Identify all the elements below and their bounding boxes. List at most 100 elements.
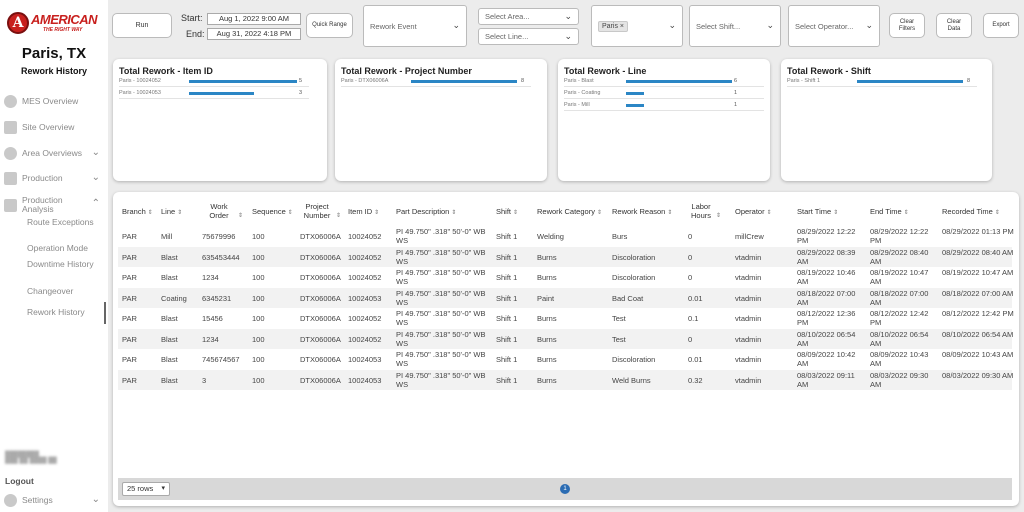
table-cell: Burns <box>537 252 557 262</box>
sort-icon[interactable]: ⇕ <box>667 210 673 216</box>
export-button[interactable]: Export <box>983 13 1019 38</box>
sort-icon[interactable]: ⇕ <box>716 212 722 219</box>
rework-event-select[interactable]: Rework Event ⌄ <box>363 5 467 47</box>
sort-icon[interactable]: ⇕ <box>336 212 342 219</box>
column-header[interactable]: Rework Category ⇕ <box>537 207 609 218</box>
column-header[interactable]: Work Order ⇕ <box>202 202 250 221</box>
column-header[interactable]: Labor Hours ⇕ <box>688 202 728 221</box>
table-cell: Shift 1 <box>496 293 518 303</box>
nav-site-overview[interactable]: Site Overview <box>4 119 106 135</box>
site-select[interactable]: Paris × ⌄ <box>591 5 683 47</box>
sort-icon[interactable]: ⇕ <box>147 210 153 216</box>
sort-icon[interactable]: ⇕ <box>833 210 839 216</box>
nav-production[interactable]: Production ⌄ <box>4 170 106 186</box>
table-cell: Blast <box>161 314 178 323</box>
table-cell: 100 <box>252 355 265 364</box>
table-row[interactable]: PAR Blast 635453444 100 DTX06006A 10024052 PI … <box>118 246 1013 267</box>
column-header[interactable]: Sequence ⇕ <box>252 207 296 218</box>
sort-icon[interactable]: ⇕ <box>451 210 457 216</box>
sort-icon[interactable]: ⇕ <box>994 210 1000 216</box>
nav-settings[interactable]: Settings ⌄ <box>4 492 106 508</box>
table-cell: Shift 1 <box>496 232 518 241</box>
table-row[interactable]: PAR Blast 3 100 DTX06006A 10024053 PI 49.750" … <box>118 369 1013 390</box>
start-datetime-field[interactable]: Aug 1, 2022 9:00 AM <box>207 13 301 25</box>
card-title: Total Rework - Line <box>564 66 647 76</box>
column-header[interactable]: Recorded Time ⇕ <box>942 207 1016 218</box>
nav-label: Area Overviews <box>22 148 82 158</box>
nav-production-analysis[interactable]: Production Analysis ⌃ <box>4 196 106 214</box>
column-header[interactable]: Operator ⇕ <box>735 207 793 218</box>
table-row[interactable]: PAR Coating 6345231 100 DTX06006A 10024053 PI … <box>118 287 1013 308</box>
table-cell: 15456 <box>202 314 223 323</box>
site-chip[interactable]: Paris × <box>598 20 628 32</box>
nav-downtime-history[interactable]: Downtime History <box>27 259 94 269</box>
sort-icon[interactable]: ⇕ <box>238 212 244 219</box>
sort-icon[interactable]: ⇕ <box>596 210 602 216</box>
operator-select[interactable]: Select Operator... ⌄ <box>788 5 880 47</box>
column-header[interactable]: Part Description ⇕ <box>396 207 492 218</box>
nav-route-exceptions[interactable]: Route Exceptions <box>27 217 94 227</box>
sort-icon[interactable]: ⇕ <box>766 210 772 216</box>
table-cell: 1234 <box>202 273 219 282</box>
clear-data-button[interactable]: Clear Data <box>936 13 972 38</box>
nav-operation-mode[interactable]: Operation Mode <box>27 243 88 253</box>
table-cell: PAR <box>122 314 137 323</box>
nav-area-overviews[interactable]: Area Overviews ⌄ <box>4 145 106 161</box>
table-cell: Shift 1 <box>496 273 518 282</box>
table-row[interactable]: PAR Blast 1234 100 DTX06006A 10024052 PI 49.75… <box>118 267 1013 287</box>
nav-label: Production <box>22 173 63 183</box>
chevron-up-icon: ⌃ <box>91 198 100 209</box>
column-header[interactable]: Item ID ⇕ <box>348 207 392 218</box>
sort-icon[interactable]: ⇕ <box>374 210 380 216</box>
table-cell: Burs <box>612 232 628 241</box>
table-cell: 100 <box>252 375 265 385</box>
clear-filters-button[interactable]: Clear Filters <box>889 13 925 38</box>
table-cell: PAR <box>122 334 137 344</box>
column-header[interactable]: Project Number ⇕ <box>300 202 344 221</box>
nav-rework-history[interactable]: Rework History <box>27 307 85 317</box>
remove-chip-icon[interactable]: × <box>619 22 624 30</box>
nav-label: MES Overview <box>22 96 79 106</box>
sort-icon[interactable]: ⇕ <box>903 210 909 216</box>
bar-row: Paris - DTX06006A 8 <box>341 76 531 87</box>
table-cell: Burns <box>537 273 557 282</box>
table-row[interactable]: PAR Blast 15456 100 DTX06006A 10024052 PI 49.7… <box>118 308 1014 328</box>
table-row[interactable]: PAR Mill 75679996 100 DTX06006A 10024052 PI 49… <box>118 226 1014 246</box>
line-select[interactable]: Select Line... ⌄ <box>478 28 579 45</box>
shift-select[interactable]: Select Shift... ⌄ <box>689 5 781 47</box>
page-subtitle: Rework History <box>20 66 88 76</box>
table-cell: Burns <box>537 355 557 364</box>
column-header[interactable]: Line ⇕ <box>161 207 199 218</box>
rows-per-page-select[interactable]: 25 rows ▾ <box>122 482 170 496</box>
table-cell: 100 <box>252 232 265 241</box>
column-header-label: Recorded Time <box>942 207 993 216</box>
column-header[interactable]: Start Time ⇕ <box>797 207 867 218</box>
logout-link[interactable]: Logout <box>5 476 34 486</box>
column-header[interactable]: Rework Reason ⇕ <box>612 207 684 218</box>
table-cell: Weld Burns <box>612 375 651 385</box>
table-row[interactable]: PAR Blast 1234 100 DTX06006A 10024052 PI 49.75… <box>118 328 1013 349</box>
end-datetime-field[interactable]: Aug 31, 2022 4:18 PM <box>207 28 301 40</box>
table-cell: 08/29/2022 12:22 PM <box>797 227 856 245</box>
column-header[interactable]: Branch ⇕ <box>122 207 158 218</box>
table-cell: millCrew <box>735 232 764 241</box>
column-header[interactable]: Shift ⇕ <box>496 207 534 218</box>
table-cell: 08/10/2022 06:54 AM <box>942 329 1014 339</box>
bar-label: Paris - Coating <box>564 90 601 96</box>
sort-icon[interactable]: ⇕ <box>513 210 519 216</box>
table-cell: PAR <box>122 293 137 303</box>
bar-fill <box>626 80 732 83</box>
bar-fill <box>189 80 297 83</box>
sort-icon[interactable]: ⇕ <box>177 210 183 216</box>
table-cell: 08/29/2022 08:39 AM <box>797 247 856 266</box>
quick-range-button[interactable]: Quick Range <box>306 13 353 38</box>
table-cell: PI 49.750" .318" 50'-0" WB WS <box>396 309 486 327</box>
run-button[interactable]: Run <box>112 13 172 38</box>
table-row[interactable]: PAR Blast 745674567 100 DTX06006A 10024053 PI … <box>118 349 1013 369</box>
area-select[interactable]: Select Area... ⌄ <box>478 8 579 25</box>
nav-changeover[interactable]: Changeover <box>27 286 74 296</box>
nav-mes-overview[interactable]: MES Overview <box>4 93 106 109</box>
column-header[interactable]: End Time ⇕ <box>870 207 940 218</box>
sort-icon[interactable]: ⇕ <box>287 210 293 216</box>
page-1-button[interactable]: 1 <box>560 484 570 494</box>
